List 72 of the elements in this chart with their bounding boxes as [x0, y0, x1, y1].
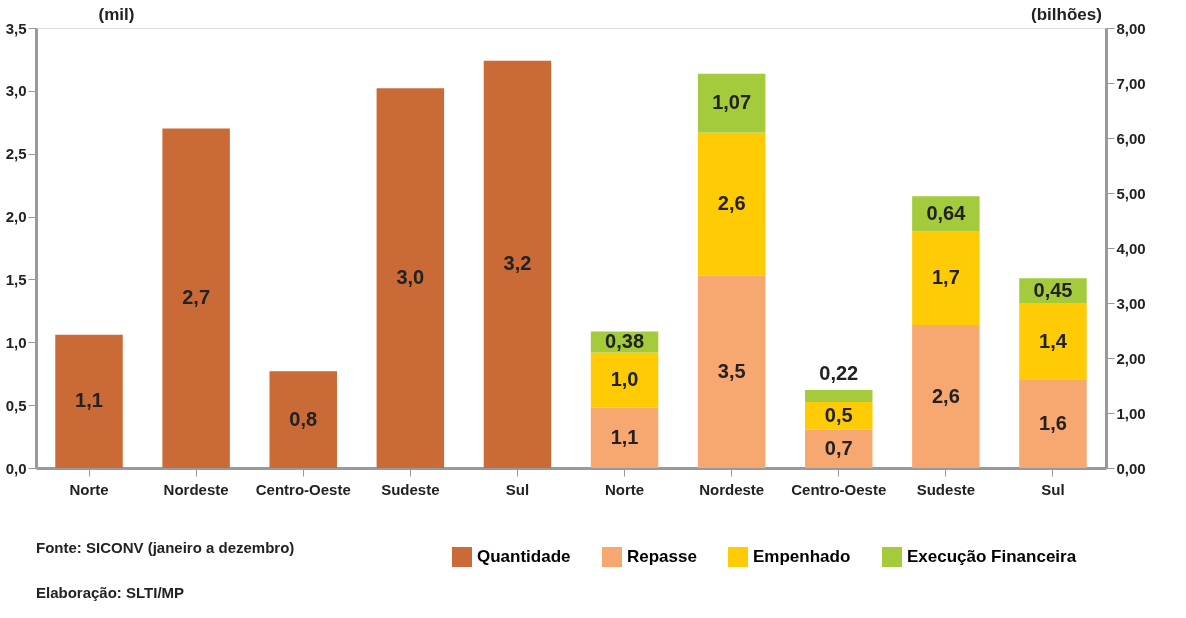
- bar: [805, 429, 873, 468]
- y-axis-title: (mil): [98, 4, 135, 24]
- y-tick-label: 1,5: [5, 270, 27, 288]
- bar: [1019, 303, 1087, 380]
- y-tick-label: 2,5: [5, 145, 27, 163]
- bar: [162, 128, 230, 468]
- data-label: 0,5: [824, 403, 853, 426]
- y-tick-label: 3,5: [5, 19, 27, 37]
- data-label: 0,45: [1033, 278, 1073, 301]
- x-tick-label: Nordeste: [699, 480, 765, 498]
- source-note: Fonte: SICONV (janeiro a dezembro): [36, 539, 295, 556]
- x-tick-label: Sul: [505, 480, 530, 498]
- y2-tick-label: 4,00: [1116, 239, 1146, 257]
- data-label: 0,22: [819, 361, 859, 384]
- y-tick-label: 3,0: [5, 82, 27, 100]
- data-label: 2,6: [931, 384, 960, 407]
- data-label: 1,7: [931, 266, 960, 289]
- data-label: 0,64: [926, 201, 967, 224]
- x-tick-label: Norte: [604, 480, 645, 498]
- y2-tick-label: 7,00: [1116, 74, 1146, 92]
- y2-tick-label: 6,00: [1116, 129, 1146, 147]
- bar: [376, 88, 445, 468]
- text: Elaboração: SLTI/MP: [36, 584, 185, 601]
- y2-tick-label: 0,00: [1116, 459, 1146, 477]
- data-label: 2,6: [717, 192, 746, 214]
- bar: [697, 73, 766, 133]
- data-label: 1,1: [75, 389, 103, 412]
- y2-axis-title: (bilhões): [1031, 4, 1102, 24]
- x-tick-label: Centro-Oeste: [255, 480, 351, 498]
- legend-label: Repasse: [627, 547, 697, 566]
- data-label: 2,7: [182, 286, 211, 309]
- data-label: 3,2: [503, 252, 532, 275]
- bar: [912, 231, 980, 325]
- x-tick-label: Sudeste: [381, 480, 440, 498]
- bar: [269, 371, 337, 468]
- bar: [55, 334, 123, 468]
- data-label: 0,7: [824, 436, 853, 459]
- y-tick-label: 1,0: [5, 333, 27, 351]
- bar: [912, 325, 980, 468]
- data-label: 0,8: [289, 407, 318, 430]
- bar: [805, 402, 873, 430]
- x-tick-label: Norte: [69, 480, 109, 498]
- data-label: 1,6: [1039, 412, 1067, 434]
- bar: [697, 275, 766, 468]
- y2-tick-label: 2,00: [1116, 349, 1146, 367]
- legend-label: Execução Financeira: [907, 547, 1077, 566]
- legend-label: Quantidade: [477, 547, 571, 566]
- y2-tick-label: 3,00: [1116, 294, 1146, 312]
- data-label: 1,0: [610, 368, 639, 390]
- bar: [697, 132, 766, 276]
- y2-tick-label: 8,00: [1116, 19, 1146, 37]
- bar: [590, 407, 659, 468]
- y-tick-label: 0,0: [5, 459, 27, 477]
- x-tick-label: Nordeste: [163, 480, 229, 498]
- legend-label: Empenhado: [753, 547, 851, 566]
- bar: [590, 352, 659, 408]
- x-tick-label: Sudeste: [916, 480, 976, 498]
- x-tick-label: Sul: [1041, 480, 1065, 498]
- data-label: 3,5: [717, 359, 746, 382]
- data-label: 1,4: [1039, 329, 1068, 352]
- x-tick-label: Centro-Oeste: [791, 480, 887, 498]
- data-label: 3,0: [396, 266, 425, 289]
- y-tick-label: 2,0: [5, 208, 27, 226]
- bar: [1019, 380, 1087, 468]
- y-tick-label: 0,5: [5, 396, 27, 414]
- data-label: 0,38: [605, 330, 645, 353]
- y2-tick-label: 5,00: [1116, 184, 1146, 202]
- bar: [483, 60, 552, 468]
- data-label: 1,1: [610, 425, 639, 448]
- y2-tick-label: 1,00: [1116, 404, 1146, 422]
- data-label: 1,07: [712, 91, 752, 114]
- bar: [805, 389, 873, 402]
